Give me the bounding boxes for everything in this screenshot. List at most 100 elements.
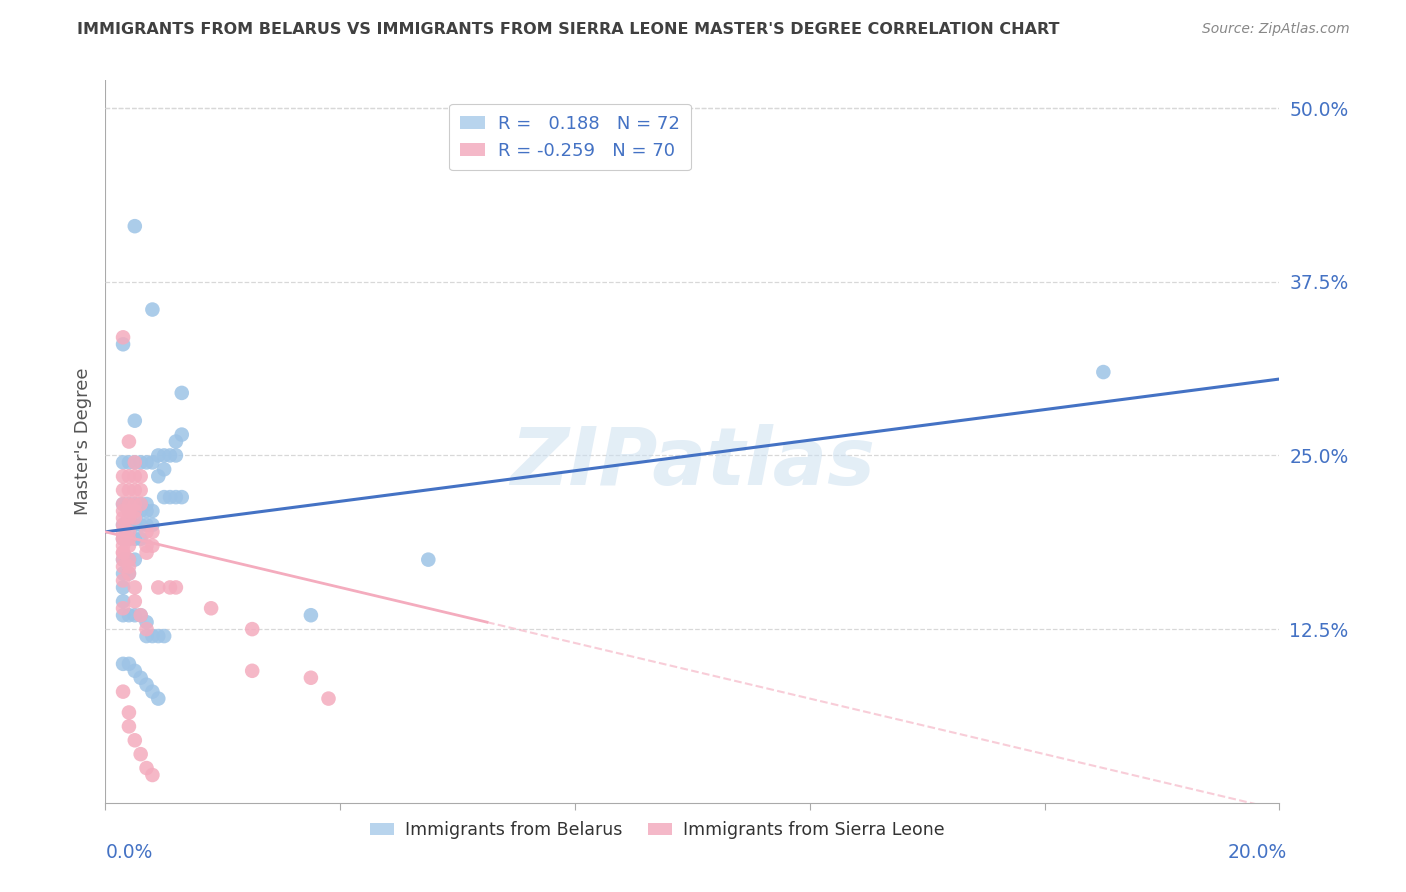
Point bbox=[118, 566, 141, 581]
Point bbox=[118, 539, 141, 553]
Point bbox=[135, 678, 157, 692]
Point bbox=[112, 504, 135, 518]
Point bbox=[135, 761, 157, 775]
Point bbox=[141, 684, 163, 698]
Point bbox=[118, 504, 141, 518]
Point bbox=[165, 490, 187, 504]
Point bbox=[118, 719, 141, 733]
Point bbox=[135, 546, 157, 560]
Point bbox=[165, 434, 187, 449]
Point bbox=[159, 449, 181, 463]
Point bbox=[129, 671, 152, 685]
Point bbox=[118, 566, 141, 581]
Y-axis label: Master's Degree: Master's Degree bbox=[73, 368, 91, 516]
Point bbox=[135, 517, 157, 532]
Point bbox=[299, 608, 322, 623]
Point bbox=[148, 469, 170, 483]
Point bbox=[135, 524, 157, 539]
Point bbox=[129, 532, 152, 546]
Point bbox=[112, 581, 135, 595]
Point bbox=[112, 455, 135, 469]
Point bbox=[141, 302, 163, 317]
Legend: Immigrants from Belarus, Immigrants from Sierra Leone: Immigrants from Belarus, Immigrants from… bbox=[363, 814, 952, 847]
Point bbox=[418, 552, 440, 566]
Point bbox=[124, 469, 146, 483]
Point bbox=[240, 664, 263, 678]
Point bbox=[118, 532, 141, 546]
Point bbox=[112, 546, 135, 560]
Text: 20.0%: 20.0% bbox=[1227, 843, 1286, 862]
Point bbox=[112, 532, 135, 546]
Point bbox=[112, 497, 135, 511]
Point bbox=[1092, 365, 1115, 379]
Point bbox=[112, 552, 135, 566]
Point bbox=[112, 511, 135, 525]
Point bbox=[118, 497, 141, 511]
Point bbox=[129, 497, 152, 511]
Point bbox=[170, 385, 193, 400]
Point bbox=[153, 629, 176, 643]
Text: ZIPatlas: ZIPatlas bbox=[510, 425, 875, 502]
Point bbox=[135, 539, 157, 553]
Point bbox=[112, 546, 135, 560]
Point bbox=[118, 497, 141, 511]
Point bbox=[141, 524, 163, 539]
Point bbox=[118, 434, 141, 449]
Point bbox=[141, 629, 163, 643]
Point bbox=[118, 532, 141, 546]
Point bbox=[170, 490, 193, 504]
Point bbox=[124, 497, 146, 511]
Point bbox=[141, 517, 163, 532]
Point bbox=[135, 622, 157, 636]
Point bbox=[129, 455, 152, 469]
Point bbox=[112, 574, 135, 588]
Point bbox=[135, 615, 157, 630]
Point bbox=[118, 706, 141, 720]
Point bbox=[129, 469, 152, 483]
Point bbox=[112, 330, 135, 344]
Point bbox=[129, 608, 152, 623]
Point bbox=[141, 539, 163, 553]
Point bbox=[118, 517, 141, 532]
Point bbox=[148, 691, 170, 706]
Point bbox=[124, 532, 146, 546]
Point bbox=[153, 449, 176, 463]
Text: 0.0%: 0.0% bbox=[105, 843, 153, 862]
Point bbox=[318, 691, 340, 706]
Point bbox=[129, 504, 152, 518]
Point bbox=[112, 532, 135, 546]
Point bbox=[112, 608, 135, 623]
Point bbox=[112, 532, 135, 546]
Point bbox=[112, 552, 135, 566]
Point bbox=[118, 559, 141, 574]
Point bbox=[118, 455, 141, 469]
Point bbox=[129, 497, 152, 511]
Point bbox=[118, 511, 141, 525]
Point bbox=[124, 511, 146, 525]
Point bbox=[112, 657, 135, 671]
Point bbox=[124, 455, 146, 469]
Point bbox=[135, 497, 157, 511]
Point bbox=[112, 483, 135, 498]
Point bbox=[159, 581, 181, 595]
Point bbox=[112, 497, 135, 511]
Point bbox=[148, 581, 170, 595]
Point bbox=[112, 601, 135, 615]
Point bbox=[112, 517, 135, 532]
Point bbox=[118, 657, 141, 671]
Text: Source: ZipAtlas.com: Source: ZipAtlas.com bbox=[1202, 22, 1350, 37]
Point bbox=[124, 581, 146, 595]
Point bbox=[118, 524, 141, 539]
Point bbox=[112, 559, 135, 574]
Point bbox=[112, 594, 135, 608]
Point bbox=[124, 455, 146, 469]
Point bbox=[124, 664, 146, 678]
Point bbox=[124, 219, 146, 234]
Point bbox=[112, 337, 135, 351]
Point bbox=[129, 747, 152, 761]
Point bbox=[135, 629, 157, 643]
Point bbox=[153, 490, 176, 504]
Point bbox=[153, 462, 176, 476]
Point bbox=[135, 455, 157, 469]
Point bbox=[124, 504, 146, 518]
